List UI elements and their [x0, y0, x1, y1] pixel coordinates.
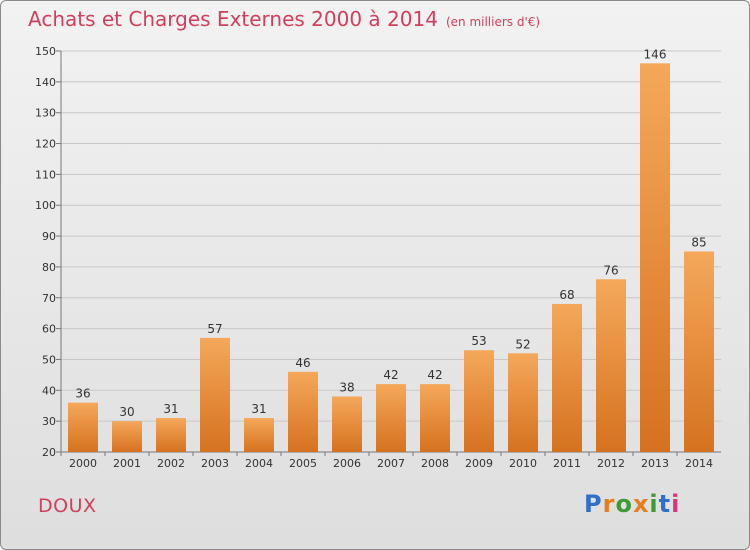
logo-letter: i: [671, 490, 681, 518]
bar-2000: [68, 402, 98, 452]
x-tick-label-2011: 2011: [553, 457, 581, 470]
bar-2002: [156, 418, 186, 452]
value-label-2002: 31: [163, 402, 178, 416]
chart-unit: (en milliers d'€): [445, 15, 541, 29]
x-tick-label-2007: 2007: [377, 457, 405, 470]
value-label-2011: 68: [559, 288, 574, 302]
x-tick-label-2012: 2012: [597, 457, 625, 470]
bar-2013: [640, 63, 670, 452]
value-label-2006: 38: [339, 380, 354, 394]
x-tick-label-2003: 2003: [201, 457, 229, 470]
x-tick-label-2010: 2010: [509, 457, 537, 470]
bar-2004: [244, 418, 274, 452]
y-tick-label: 70: [42, 292, 56, 305]
bar-2009: [464, 350, 494, 452]
bar-2008: [420, 384, 450, 452]
y-tick-label: 130: [35, 107, 56, 120]
value-label-2012: 76: [603, 263, 618, 277]
x-tick-label-2000: 2000: [69, 457, 97, 470]
y-tick-label: 30: [42, 415, 56, 428]
value-label-2010: 52: [515, 337, 530, 351]
logo-letter: r: [602, 490, 616, 518]
x-tick-label-2013: 2013: [641, 457, 669, 470]
value-label-2000: 36: [75, 387, 90, 401]
bar-2014: [684, 251, 714, 452]
bar-2012: [596, 279, 626, 452]
proxiti-logo[interactable]: Proxiti: [584, 490, 680, 518]
city-name: DOUX: [38, 495, 97, 517]
y-tick-label: 20: [42, 446, 56, 459]
bar-2007: [376, 384, 406, 452]
logo-letter: o: [615, 490, 633, 518]
x-tick-label-2008: 2008: [421, 457, 449, 470]
value-label-2013: 146: [644, 47, 667, 61]
logo-letter: x: [632, 490, 650, 518]
bar-2011: [552, 303, 582, 452]
bar-2010: [508, 353, 538, 452]
x-tick-label-2004: 2004: [245, 457, 273, 470]
y-tick-label: 40: [42, 384, 56, 397]
y-tick-label: 120: [35, 138, 56, 151]
y-tick-label: 50: [42, 353, 56, 366]
y-tick-label: 80: [42, 261, 56, 274]
value-label-2004: 31: [251, 402, 266, 416]
x-tick-label-2001: 2001: [113, 457, 141, 470]
x-tick-label-2005: 2005: [289, 457, 317, 470]
value-label-2007: 42: [383, 368, 398, 382]
logo-letter: t: [658, 490, 672, 518]
logo-letter: P: [584, 490, 603, 518]
x-tick-label-2014: 2014: [685, 457, 713, 470]
chart-title: Achats et Charges Externes 2000 à 2014 (e…: [28, 7, 540, 31]
bar-2006: [332, 396, 362, 452]
value-label-2005: 46: [295, 356, 310, 370]
bar-2003: [200, 337, 230, 452]
y-tick-label: 140: [35, 76, 56, 89]
value-label-2003: 57: [207, 322, 222, 336]
value-label-2008: 42: [427, 368, 442, 382]
x-tick-label-2009: 2009: [465, 457, 493, 470]
chart-title-text: Achats et Charges Externes 2000 à 2014: [28, 7, 438, 31]
bar-2005: [288, 371, 318, 452]
value-label-2009: 53: [471, 334, 486, 348]
logo-letter: i: [649, 490, 659, 518]
x-tick-label-2002: 2002: [157, 457, 185, 470]
x-tick-label-2006: 2006: [333, 457, 361, 470]
y-tick-label: 100: [35, 199, 56, 212]
bar-2001: [112, 421, 142, 452]
y-tick-label: 150: [35, 45, 56, 58]
y-tick-label: 60: [42, 323, 56, 336]
value-label-2001: 30: [119, 405, 134, 419]
y-tick-label: 110: [35, 168, 56, 181]
y-tick-label: 90: [42, 230, 56, 243]
value-label-2014: 85: [691, 236, 706, 250]
